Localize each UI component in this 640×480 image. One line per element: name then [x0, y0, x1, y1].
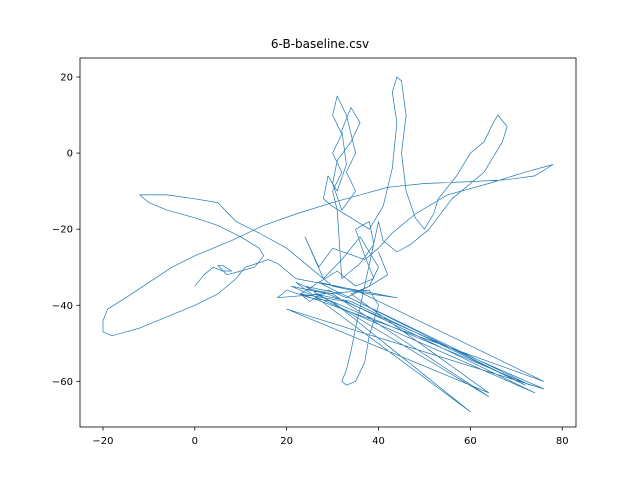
series-line	[102, 76, 554, 413]
y-tick-label: −20	[52, 225, 73, 236]
x-axis: −20 0 20 40 60 80	[92, 427, 569, 447]
plot-area	[80, 58, 576, 427]
series-layer	[102, 76, 554, 413]
y-axis: 20 0 −20 −40 −60	[52, 73, 80, 388]
x-tick-label: 40	[372, 436, 385, 447]
x-tick-label: 0	[192, 436, 198, 447]
y-tick-label: −60	[52, 377, 73, 388]
y-tick-label: 20	[60, 73, 73, 84]
plot-frame	[79, 57, 577, 428]
y-tick-label: −40	[52, 301, 73, 312]
x-tick-label: −20	[92, 436, 113, 447]
x-tick-label: 60	[464, 436, 477, 447]
x-tick-label: 80	[556, 436, 569, 447]
chart-title: 6-B-baseline.csv	[271, 37, 369, 51]
x-tick-label: 20	[280, 436, 293, 447]
y-tick-label: 0	[67, 149, 73, 160]
